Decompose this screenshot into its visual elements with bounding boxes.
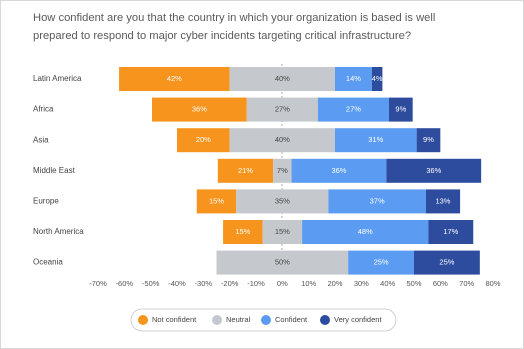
- bar-segment: [414, 250, 480, 275]
- x-tick-label: -50%: [142, 279, 160, 288]
- bar-segment: [262, 220, 303, 244]
- value-label: 35%: [275, 196, 290, 205]
- x-tick-label: 50%: [406, 279, 421, 288]
- category-label: North America: [33, 227, 84, 236]
- x-tick-label: -60%: [116, 279, 134, 288]
- x-tick-label: 10%: [301, 279, 316, 288]
- bar-segment: [223, 220, 263, 244]
- bar-segment: [386, 158, 482, 183]
- category-label: Oceania: [33, 258, 63, 267]
- value-label: 20%: [196, 135, 211, 144]
- value-label: 4%: [372, 74, 383, 83]
- value-label: 36%: [331, 166, 346, 175]
- bar-segment: [416, 128, 441, 153]
- value-label: 14%: [346, 74, 361, 83]
- value-label: 15%: [209, 196, 224, 205]
- x-tick-label: -70%: [89, 279, 107, 288]
- bar-segment: [328, 189, 426, 214]
- bar-segment: [335, 128, 417, 153]
- bar-segment: [348, 250, 414, 275]
- category-label: Africa: [33, 105, 54, 114]
- x-tick-label: 70%: [459, 279, 474, 288]
- x-tick-label: 20%: [327, 279, 342, 288]
- legend-label: Not confident: [152, 315, 197, 324]
- legend-swatch: [138, 315, 148, 325]
- legend-swatch: [320, 315, 330, 325]
- bar-segment: [246, 97, 318, 122]
- x-tick-label: 0%: [277, 279, 288, 288]
- legend-swatch: [261, 315, 271, 325]
- bar-segment: [236, 189, 329, 214]
- bar-segment: [371, 67, 383, 91]
- x-tick-label: 80%: [485, 279, 500, 288]
- category-label: Middle East: [33, 166, 76, 175]
- category-label: Latin America: [33, 74, 82, 83]
- bar-segment: [388, 97, 413, 122]
- value-label: 21%: [238, 166, 253, 175]
- value-label: 25%: [439, 258, 454, 267]
- value-label: 40%: [275, 74, 290, 83]
- category-label: Asia: [33, 135, 49, 144]
- bar-segment: [177, 128, 230, 153]
- bar-segment: [335, 67, 372, 91]
- bar-segment: [196, 189, 237, 214]
- legend-label: Neutral: [226, 315, 251, 324]
- value-label: 9%: [423, 135, 434, 144]
- bar-segment: [151, 97, 247, 122]
- x-tick-label: 60%: [433, 279, 448, 288]
- bar-segment: [217, 158, 274, 183]
- value-label: 50%: [275, 258, 290, 267]
- bar-segment: [229, 67, 335, 91]
- chart-title: prepared to respond to major cyber incid…: [33, 30, 411, 42]
- category-label: Europe: [33, 197, 59, 206]
- value-label: 17%: [443, 227, 458, 236]
- x-tick-label: -40%: [168, 279, 186, 288]
- chart-title: How confident are you that the country i…: [33, 12, 435, 24]
- value-label: 25%: [374, 258, 389, 267]
- value-label: 15%: [275, 227, 290, 236]
- bar-segment: [273, 158, 292, 183]
- bar-segment: [216, 250, 349, 275]
- bar-segment: [428, 220, 474, 244]
- value-label: 27%: [346, 105, 361, 114]
- x-tick-label: -10%: [247, 279, 265, 288]
- value-label: 42%: [167, 74, 182, 83]
- value-label: 13%: [435, 196, 450, 205]
- bar-segment: [229, 128, 335, 153]
- value-label: 40%: [275, 135, 290, 144]
- value-label: 48%: [358, 227, 373, 236]
- value-label: 36%: [192, 105, 207, 114]
- x-tick-label: -30%: [195, 279, 213, 288]
- bar-segment: [425, 189, 461, 214]
- legend-swatch: [212, 315, 222, 325]
- x-tick-label: -20%: [221, 279, 239, 288]
- bar-segment: [291, 158, 387, 183]
- bar-segment: [317, 97, 389, 122]
- bar-segment: [302, 220, 429, 244]
- value-label: 7%: [277, 166, 288, 175]
- legend-label: Confident: [275, 315, 308, 324]
- value-label: 31%: [368, 135, 383, 144]
- value-label: 15%: [235, 227, 250, 236]
- legend-label: Very confident: [334, 315, 382, 324]
- value-label: 9%: [395, 105, 406, 114]
- value-label: 27%: [275, 105, 290, 114]
- x-tick-label: 30%: [354, 279, 369, 288]
- value-label: 36%: [426, 166, 441, 175]
- x-tick-label: 40%: [380, 279, 395, 288]
- value-label: 37%: [370, 196, 385, 205]
- bar-segment: [119, 67, 230, 91]
